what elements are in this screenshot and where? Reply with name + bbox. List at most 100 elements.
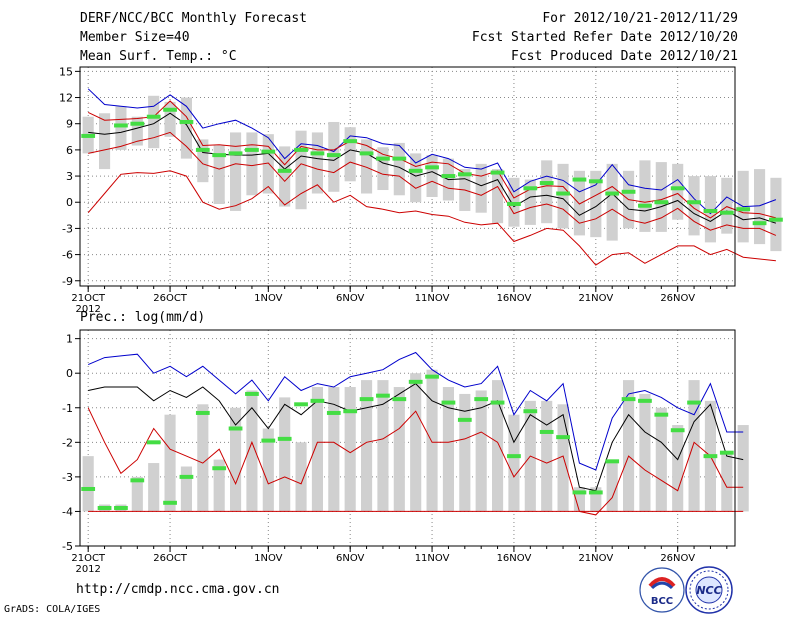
prec-spread-box [393, 387, 405, 512]
temp-x-tick-label: 26OCT [153, 293, 188, 304]
temp-ensemble-marker [736, 207, 751, 212]
temp-spread-box [753, 169, 766, 245]
temp-y-tick-label: -9 [62, 275, 73, 288]
prec-ensemble-marker [539, 429, 554, 434]
prec-ensemble-marker [654, 412, 669, 417]
temp-ensemble-marker [326, 153, 341, 158]
prec-ensemble-marker [556, 435, 570, 440]
prec-spread-box [606, 463, 618, 512]
temp-ensemble-marker [703, 208, 718, 213]
prec-x-year-label: 2012 [75, 564, 100, 575]
temp-ensemble-marker [752, 221, 767, 226]
prec-ensemble-marker [359, 397, 374, 402]
prec-spread-box [459, 393, 471, 512]
prec-ensemble-marker [457, 417, 472, 422]
prec-spread-box [328, 387, 340, 512]
temp-spread-box [115, 106, 127, 150]
temp-ensemble-marker [588, 179, 603, 184]
temp-spread-box [197, 139, 209, 183]
temp-ensemble-marker [425, 165, 439, 170]
temp-spread-box [279, 146, 291, 207]
prec-ensemble-marker [621, 397, 636, 402]
temp-spread-box [573, 170, 586, 236]
temp-spread-box [344, 127, 356, 182]
prec-x-tick-label: 1NOV [254, 553, 283, 564]
temp-ensemble-marker [277, 168, 292, 173]
prec-y-tick-label: -1 [62, 402, 73, 415]
prec-spread-box [475, 390, 487, 512]
temp-ensemble-marker [490, 170, 505, 175]
temp-spread-box [491, 169, 504, 224]
bcc-logo-text: BCC [651, 596, 673, 607]
prec-ensemble-marker [523, 409, 538, 414]
temp-ensemble-marker [556, 191, 570, 196]
prec-spread-box [508, 414, 520, 512]
prec-ensemble-marker [277, 436, 292, 441]
prec-spread-box [213, 459, 225, 512]
prec-ensemble-marker [376, 393, 390, 398]
temp-min-line [87, 170, 776, 266]
prec-ensemble-marker [114, 505, 128, 510]
temp-ensemble-marker [261, 149, 276, 154]
temp-ensemble-marker [195, 147, 210, 152]
temp-x-tick-label: 21NOV [578, 293, 613, 304]
temp-spread-box [410, 153, 422, 203]
temp-spread-box [557, 163, 569, 229]
prec-x-tick-label: 11NOV [415, 553, 450, 564]
prec-ensemble-marker [163, 500, 177, 505]
prec-spread-box [279, 397, 291, 512]
temp-spread-box [262, 134, 274, 194]
prec-ensemble-marker [81, 486, 96, 491]
temp-ensemble-marker [146, 114, 161, 119]
temp-ensemble-marker [408, 168, 423, 173]
temp-x-year-label: 2012 [75, 304, 100, 315]
prec-spread-box [311, 387, 324, 512]
prec-y-tick-label: 0 [66, 367, 73, 380]
temp-max-line [87, 88, 777, 215]
temp-y-tick-label: 9 [66, 118, 73, 131]
source-url[interactable]: http://cmdp.ncc.cma.gov.cn [76, 582, 280, 597]
prec-x-tick-label: 21NOV [578, 553, 613, 564]
prec-spread-box [164, 414, 176, 512]
prec-ensemble-marker [130, 478, 145, 483]
temp-ensemble-marker [523, 186, 538, 191]
prec-ensemble-marker [228, 426, 243, 431]
temp-x-tick-label: 1NOV [254, 293, 283, 304]
temp-y-tick-label: 15 [59, 65, 73, 78]
temp-spread-box [131, 116, 143, 146]
temp-spread-box [180, 97, 193, 159]
prec-spread-box [410, 373, 422, 512]
prec-spread-box [360, 380, 373, 512]
temp-ensemble-marker [670, 186, 685, 191]
prec-ensemble-marker [310, 398, 325, 403]
temp-ensemble-marker [163, 107, 177, 112]
prec-ensemble-marker [326, 410, 341, 415]
temp-ensemble-marker [212, 153, 227, 158]
prec-spread-box [491, 380, 504, 512]
temp-ensemble-marker [441, 174, 456, 179]
temp-ensemble-marker [179, 119, 194, 124]
prec-ensemble-marker [687, 400, 701, 405]
prec-ensemble-marker [195, 410, 210, 415]
prec-ensemble-marker [474, 397, 489, 402]
temp-x-tick-label: 21OCT [71, 293, 106, 304]
temp-spread-box [377, 147, 389, 191]
temp-ensemble-marker [81, 133, 96, 138]
variable-label: Mean Surf. Temp.: °C [80, 49, 237, 64]
prec-max-line [88, 351, 744, 471]
prec-ensemble-marker [703, 454, 718, 459]
temp-mean-line [88, 112, 777, 224]
temp-spread-box [213, 145, 225, 204]
temp-spread-box [639, 160, 651, 232]
temp-spread-box [541, 160, 553, 224]
ncc-logo: NCC [685, 566, 733, 614]
prec-x-tick-label: 26NOV [660, 553, 695, 564]
temp-spread-box [590, 170, 602, 238]
temp-spread-box [229, 132, 242, 211]
temp-ensemble-marker [621, 189, 636, 194]
temp-x-tick-label: 26NOV [660, 293, 695, 304]
prec-ensemble-marker [441, 400, 456, 405]
temp-ensemble-marker [457, 172, 472, 177]
prec-ensemble-marker [719, 450, 734, 455]
